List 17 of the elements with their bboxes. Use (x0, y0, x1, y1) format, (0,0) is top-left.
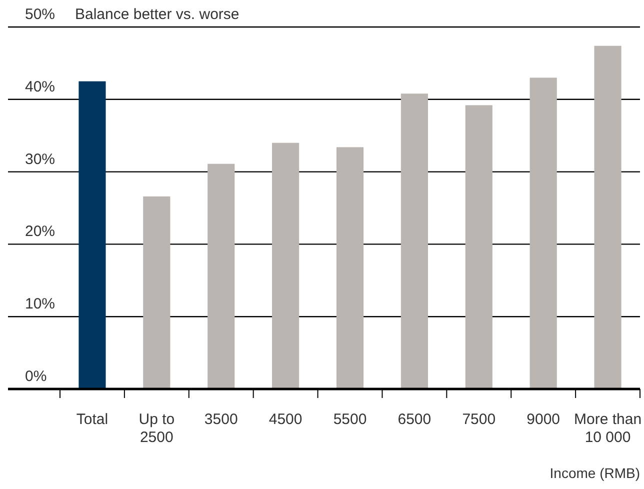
y-tick-label: 40% (25, 78, 56, 96)
x-tick-label: 9000 (526, 411, 560, 428)
y-tick-label: 10% (25, 296, 56, 313)
chart-title: Balance better vs. worse (75, 6, 240, 23)
y-tick-label: 50% (25, 6, 56, 23)
y-tick-label: 30% (25, 150, 56, 168)
x-tick-label: Total (76, 411, 108, 428)
x-tick-label: 4500 (268, 411, 302, 428)
x-tick-label: 7500 (462, 411, 496, 428)
x-tick-label: 6500 (398, 411, 432, 428)
x-axis-title: Income (RMB) (550, 465, 640, 481)
y-tick-label: 0% (25, 368, 47, 385)
x-tick-label: Up to 2500 (138, 411, 175, 446)
x-tick-label: 5500 (333, 411, 367, 428)
x-tick-label: More than 10 000 (574, 411, 642, 446)
x-tick-label: 3500 (204, 411, 238, 428)
y-tick-label: 20% (25, 223, 56, 240)
